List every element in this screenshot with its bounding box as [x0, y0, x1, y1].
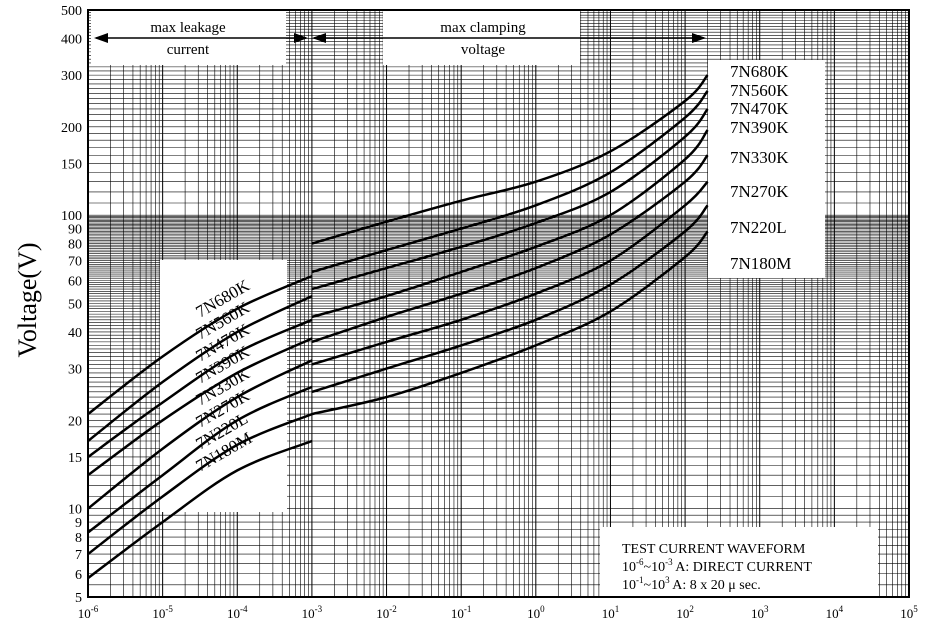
clamping-label-box [708, 60, 825, 278]
y-tick-label: 30 [68, 363, 82, 378]
waveform-note: TEST CURRENT WAVEFORM 10-6~10-3 A: DIREC… [622, 542, 812, 593]
clamping-header-line-2: voltage [461, 42, 505, 58]
curve-leakage-7n680k [87, 274, 313, 416]
y-tick-label: 90 [68, 223, 82, 238]
y-tick-label: 70 [68, 255, 82, 270]
y-tick-label: 20 [68, 414, 82, 429]
clamping-label-7n680k: 7N680K [730, 62, 789, 81]
x-tick-label: 102 [676, 604, 694, 621]
curve-clamping-7n560k [311, 90, 709, 274]
clamping-label-7n270k: 7N270K [730, 182, 789, 201]
y-tick-label: 10 [68, 503, 82, 518]
waveform-pulse-line: 10-1~103 A: 8 x 20 μ sec. [622, 575, 761, 593]
x-tick-label: 100 [527, 604, 545, 621]
x-tick-label: 105 [900, 604, 918, 621]
y-tick-label: 5 [75, 591, 82, 606]
clamping-header-line-1: max clamping [440, 20, 526, 36]
x-tick-label: 10-2 [376, 604, 397, 621]
y-tick-label: 300 [61, 69, 82, 84]
curve-leakage-7n220l [87, 412, 313, 556]
clamping-header: max clamping voltage [312, 20, 706, 58]
y-tick-label: 500 [61, 4, 82, 19]
y-tick-label: 15 [68, 451, 82, 466]
curve-leakage-7n390k [87, 337, 313, 477]
x-tick-label: 104 [826, 604, 844, 621]
x-tick-label: 10-4 [227, 604, 248, 621]
curve-leakage-7n270k [87, 385, 313, 534]
waveform-dc-line: 10-6~10-3 A: DIRECT CURRENT [622, 557, 812, 575]
leakage-header-line-2: current [167, 42, 210, 58]
clamping-label-7n390k: 7N390K [730, 118, 789, 137]
curve-clamping-7n220l [311, 204, 709, 394]
y-tick-label: 6 [75, 568, 82, 583]
waveform-box [600, 527, 878, 597]
curve-clamping-7n390k [311, 129, 709, 319]
curve-clamping-7n180m [311, 230, 709, 416]
curve-leakage-7n330k [87, 359, 313, 510]
curves [87, 74, 709, 580]
clamping-arrow-left-head [312, 33, 326, 43]
clamping-label-7n180m: 7N180M [730, 254, 791, 273]
y-tick-label: 50 [68, 298, 82, 313]
curve-clamping-7n680k [311, 74, 709, 245]
series-labels: 7N680K7N680K7N560K7N560K7N470K7N470K7N39… [193, 62, 792, 475]
clamping-arrow-right-head [692, 33, 706, 43]
y-tick-label: 80 [68, 238, 82, 253]
y-tick-label: 7 [75, 548, 82, 563]
clamping-label-7n470k: 7N470K [730, 99, 789, 118]
plot-frame [87, 9, 910, 598]
y-tick-label: 9 [75, 516, 82, 531]
curve-leakage-7n180m [87, 439, 313, 580]
curve-leakage-7n560k [87, 294, 313, 442]
y-tick-label: 60 [68, 274, 82, 289]
x-tick-label: 10-5 [152, 604, 173, 621]
y-tick-label: 150 [61, 157, 82, 172]
y-tick-label: 200 [61, 121, 82, 136]
leakage-arrow-left-head [94, 33, 108, 43]
y-axis-label: Voltage(V) [13, 242, 42, 357]
clamping-label-7n560k: 7N560K [730, 81, 789, 100]
leakage-header: max leakage current [94, 20, 308, 58]
leakage-header-line-1: max leakage [150, 20, 226, 36]
y-tick-label: 400 [61, 32, 82, 47]
clamping-label-7n330k: 7N330K [730, 148, 789, 167]
x-tick-label: 103 [751, 604, 769, 621]
x-tick-label: 10-6 [78, 604, 99, 621]
label-boxes [91, 10, 878, 597]
x-tick-label: 10-3 [302, 604, 323, 621]
curve-leakage-7n470k [87, 318, 313, 459]
curve-clamping-7n270k [311, 180, 709, 366]
x-tick-label: 10-1 [451, 604, 472, 621]
y-tick-label: 40 [68, 326, 82, 341]
y-tick-label: 8 [75, 531, 82, 546]
y-tick-label: 100 [61, 209, 82, 224]
waveform-title: TEST CURRENT WAVEFORM [622, 542, 806, 557]
x-tick-labels: 10-6 10-5 10-4 10-3 10-2 10-1 100 101 102 103 104 1… [78, 604, 919, 621]
leakage-label-box [160, 260, 287, 512]
x-tick-label: 101 [602, 604, 620, 621]
clamping-label-7n220l: 7N220L [730, 218, 787, 237]
curve-clamping-7n470k [311, 108, 709, 291]
curve-clamping-7n330k [311, 154, 709, 344]
leakage-arrow-right-head [294, 33, 308, 43]
